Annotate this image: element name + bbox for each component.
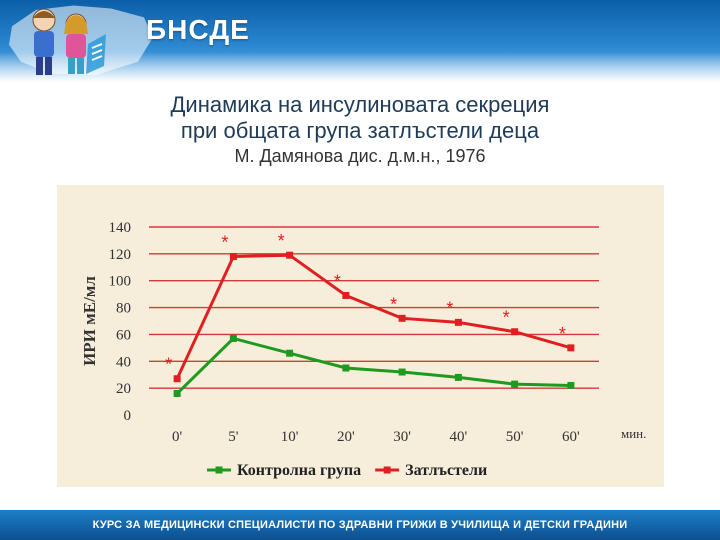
x-tick-label: 0' — [172, 429, 183, 445]
data-point-obese — [454, 318, 462, 326]
y-tick-label: 0 — [124, 408, 132, 424]
chart-panel: 0 20 40 60 80 100 120 140 0' 5' 10' 20' 30' 40' 50' 60'… — [57, 185, 664, 487]
brand-name: БНСДЕ — [146, 14, 250, 45]
y-tick-label: 80 — [116, 301, 131, 317]
data-point-obese — [229, 253, 237, 261]
y-tick-label: 60 — [116, 327, 131, 343]
series-line-control — [176, 336, 571, 395]
legend-marker-control — [215, 466, 223, 474]
significance-marker: * — [221, 233, 228, 253]
data-point-obese — [286, 251, 294, 259]
significance-marker: * — [446, 298, 453, 318]
data-point-control — [511, 380, 519, 388]
slide-title: Динамика на инсулиновата секреция при об… — [0, 92, 720, 144]
y-tick-label: 100 — [109, 274, 132, 290]
insulin-line-chart: 0 20 40 60 80 100 120 140 0' 5' 10' 20' 30' 40' 50' 60'… — [80, 220, 646, 479]
significance-marker: * — [334, 271, 341, 291]
data-point-control — [173, 390, 181, 398]
y-tick-label: 20 — [116, 381, 131, 397]
significance-marker: * — [278, 231, 285, 251]
x-tick-label: 60' — [562, 429, 580, 445]
data-point-control — [567, 381, 575, 389]
slide-subtitle: М. Дамянова дис. д.м.н., 1976 — [234, 146, 486, 166]
x-axis-title: мин. — [621, 426, 646, 441]
data-point-control — [342, 364, 350, 372]
x-tick-label: 5' — [228, 429, 239, 445]
slide-title-line-2: при общата група затлъстели деца — [180, 118, 540, 143]
significance-marker: * — [390, 294, 397, 314]
x-tick-label: 20' — [337, 429, 355, 445]
x-tick-label: 40' — [450, 429, 468, 445]
series-line-obese — [175, 253, 572, 380]
significance-marker: * — [503, 308, 510, 328]
y-tick-label: 140 — [109, 220, 132, 236]
data-point-obese — [511, 328, 519, 336]
data-point-control — [229, 334, 237, 342]
kids-logo-icon — [32, 8, 106, 75]
x-tick-label: 30' — [393, 429, 411, 445]
y-tick-label: 120 — [109, 247, 132, 263]
significance-marker: * — [165, 355, 172, 375]
legend-marker-obese — [383, 466, 391, 474]
slide-title-line-1: Динамика на инсулиновата секреция — [170, 92, 550, 117]
y-tick-label: 40 — [116, 354, 131, 370]
x-tick-label: 10' — [281, 429, 299, 445]
data-point-control — [286, 349, 294, 357]
legend-label-obese: Затлъстели — [405, 462, 487, 479]
x-tick-label: 50' — [506, 429, 524, 445]
data-point-obese — [398, 314, 406, 322]
footer-banner: КУРС ЗА МЕДИЦИНСКИ СПЕЦИАЛИСТИ ПО ЗДРАВН… — [0, 510, 720, 540]
significance-marker: * — [559, 324, 566, 344]
data-point-control — [398, 368, 406, 376]
y-axis-title: ИРИ мЕ/мл — [80, 276, 99, 366]
data-point-obese — [173, 375, 181, 383]
data-point-control — [454, 373, 462, 381]
data-point-obese — [567, 344, 575, 352]
data-point-obese — [342, 291, 350, 299]
legend-label-control: Контролна група — [237, 462, 361, 479]
